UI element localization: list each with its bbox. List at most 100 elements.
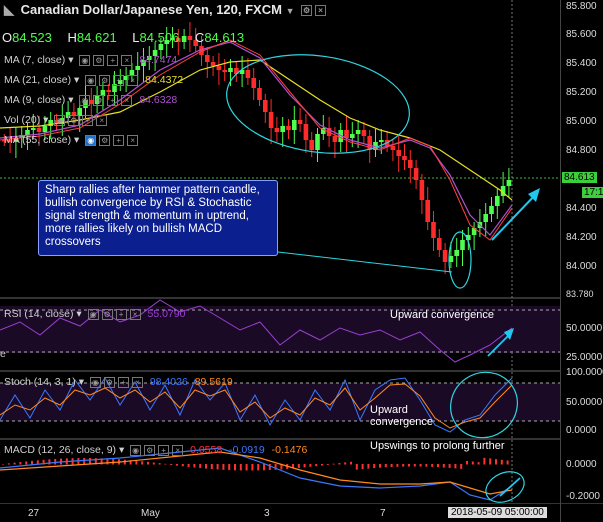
- candle-body: [303, 124, 309, 140]
- macd-tick: 0.0000: [566, 459, 597, 470]
- rsi-note: Upward convergence: [390, 309, 494, 321]
- candle-body: [193, 40, 198, 46]
- candle-body: [71, 112, 77, 116]
- macd-hist-bar: [106, 458, 109, 465]
- ma-yellow-line: [0, 59, 513, 201]
- candle-body: [466, 235, 471, 240]
- candle-body: [152, 50, 158, 56]
- candle-body: [13, 138, 19, 142]
- candle-body: [94, 96, 100, 104]
- countdown-tag: 17:12: [582, 187, 603, 198]
- candle-body: [118, 80, 123, 84]
- macd-hist-bar: [176, 464, 178, 466]
- legend-ma55[interactable]: MA (55, close) ▾ ◉ ⚙ + ×: [4, 134, 139, 146]
- macd-hist-bar: [326, 464, 329, 465]
- candle-body: [309, 140, 314, 150]
- candle-body: [251, 78, 256, 88]
- macd-hist-bar: [210, 464, 213, 470]
- macd-hist-bar: [396, 464, 399, 467]
- macd-hist-bar: [367, 464, 370, 469]
- candle-body: [263, 100, 268, 112]
- time-tick: 3: [264, 508, 270, 519]
- price-tick: 84.800: [566, 145, 597, 156]
- candle-body: [205, 55, 210, 62]
- price-tick: 83.780: [566, 289, 594, 299]
- macd-hist-bar: [245, 464, 248, 471]
- chart-title[interactable]: Canadian Dollar/Japanese Yen, 120, FXCM: [20, 2, 282, 17]
- stoch-note-2: convergence: [370, 416, 433, 428]
- macd-hist-bar: [89, 458, 91, 465]
- candle-body: [170, 38, 175, 40]
- candle-body: [350, 134, 355, 138]
- candle-body: [141, 60, 146, 66]
- candle-body: [332, 136, 338, 142]
- macd-hist-bar: [25, 461, 28, 465]
- candle-body: [367, 136, 372, 150]
- candle-body: [315, 134, 320, 150]
- macd-hist-bar: [384, 464, 387, 468]
- candlesticks: [2, 22, 512, 274]
- candle-body: [123, 76, 129, 80]
- macd-hist-bar: [239, 464, 242, 471]
- macd-hist-bar: [164, 463, 167, 465]
- legend-ma7[interactable]: MA (7, close) ▾ ◉ ⚙ + × 84.7474: [4, 54, 178, 66]
- hammer-ellipse: [448, 231, 472, 289]
- macd-hist-bar: [13, 462, 16, 465]
- candle-body: [129, 70, 135, 76]
- candle-body: [280, 126, 285, 132]
- settings-icon[interactable]: ⚙: [301, 5, 313, 17]
- candle-body: [135, 66, 140, 70]
- macd-hist-bar: [495, 459, 497, 465]
- macd-hist-bar: [147, 461, 149, 465]
- candle-body: [31, 128, 36, 130]
- stoch-legend[interactable]: Stoch (14, 3, 1) ▾ ◉ ⚙ + × 98.4026 89.5619: [4, 376, 233, 388]
- price-tick: 84.200: [566, 232, 597, 243]
- macd-hist-bar: [268, 464, 271, 471]
- macd-hist-bar: [228, 464, 231, 471]
- price-tag: 84.613: [562, 172, 597, 183]
- macd-hist-bar: [187, 464, 190, 467]
- candle-body: [199, 46, 204, 55]
- rsi-tick: 50.0000: [566, 323, 603, 334]
- candle-body: [379, 140, 384, 142]
- price-tick: 84.400: [566, 203, 597, 214]
- candle-body: [60, 118, 65, 124]
- candle-body: [25, 130, 30, 135]
- macd-hist-bar: [309, 464, 312, 467]
- price-tick: 85.800: [566, 1, 597, 12]
- macd-hist-bar: [2, 464, 4, 465]
- time-tick: May: [141, 508, 160, 519]
- candle-body: [234, 68, 239, 74]
- macd-hist-bar: [36, 460, 39, 465]
- rsi-legend[interactable]: RSI (14, close) ▾ ◉ ⚙ + × 55.0790: [4, 308, 186, 320]
- macd-hist-bar: [100, 458, 103, 465]
- macd-hist-bar: [315, 464, 318, 467]
- candle-body: [321, 128, 326, 134]
- macd-hist-bar: [257, 464, 260, 471]
- legend-ma9[interactable]: MA (9, close) ▾ ◉ ⚙ + × 84.6328: [4, 94, 178, 106]
- legend-ma21[interactable]: MA (21, close) ▾ ◉ ⚙ + × 84.4372: [4, 74, 184, 86]
- macd-hist-bar: [483, 457, 486, 465]
- macd-hist-bar: [135, 460, 138, 465]
- rsi-left-char: e: [0, 348, 6, 360]
- stoch-note-1: Upward: [370, 404, 408, 416]
- macd-legend[interactable]: MACD (12, 26, close, 9) ▾ ◉ ⚙ + × 0.0558 -0…: [4, 444, 308, 456]
- macd-hist-bar: [500, 459, 503, 465]
- time-tick: 27: [28, 508, 40, 519]
- candle-body: [36, 128, 42, 132]
- stoch-tick: 100.0000: [566, 367, 603, 378]
- stoch-d-line: [0, 383, 513, 429]
- macd-hist-bar: [263, 464, 265, 471]
- macd-hist-bar: [222, 464, 225, 470]
- candle-body: [495, 196, 500, 206]
- close-icon[interactable]: ×: [315, 5, 327, 17]
- macd-hist-bar: [402, 464, 405, 467]
- macd-hist-bar: [31, 460, 33, 465]
- chevron-down-icon[interactable]: ▼: [285, 6, 295, 16]
- macd-hist-bar: [152, 462, 155, 465]
- collapse-icon[interactable]: ◣: [4, 2, 14, 17]
- candle-body: [181, 36, 187, 42]
- rsi-tick: 25.0000: [566, 352, 603, 363]
- legend-vol[interactable]: Vol (20) ▾ ◉ ⚙ + ×: [4, 114, 108, 126]
- candle-body: [355, 130, 361, 134]
